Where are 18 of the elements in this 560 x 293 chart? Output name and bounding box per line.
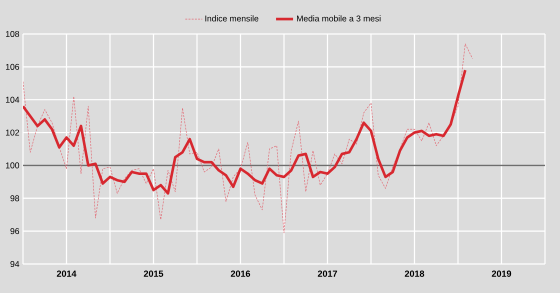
y-tick-label: 102 — [6, 130, 20, 136]
y-tick-label: 104 — [6, 96, 20, 103]
x-tick-label: 2019 — [492, 270, 512, 277]
legend-label: Media mobile a 3 mesi — [297, 15, 380, 22]
x-tick-label: 2018 — [404, 270, 424, 277]
y-tick-label: 108 — [6, 31, 20, 37]
y-tick-label: 94 — [10, 261, 20, 267]
line-series — [23, 44, 473, 234]
x-tick-label: 2015 — [144, 270, 164, 277]
y-tick-label: 106 — [6, 64, 20, 70]
line-series — [23, 68, 467, 195]
y-tick-label: 100 — [6, 162, 20, 168]
x-tick-label: 2014 — [56, 270, 76, 277]
y-tick-label: 96 — [10, 228, 20, 234]
x-tick-label: 2016 — [230, 270, 250, 277]
legend-label: Indice mensile — [205, 15, 258, 22]
y-tick-label: 98 — [10, 195, 20, 202]
x-tick-label: 2017 — [318, 270, 338, 277]
